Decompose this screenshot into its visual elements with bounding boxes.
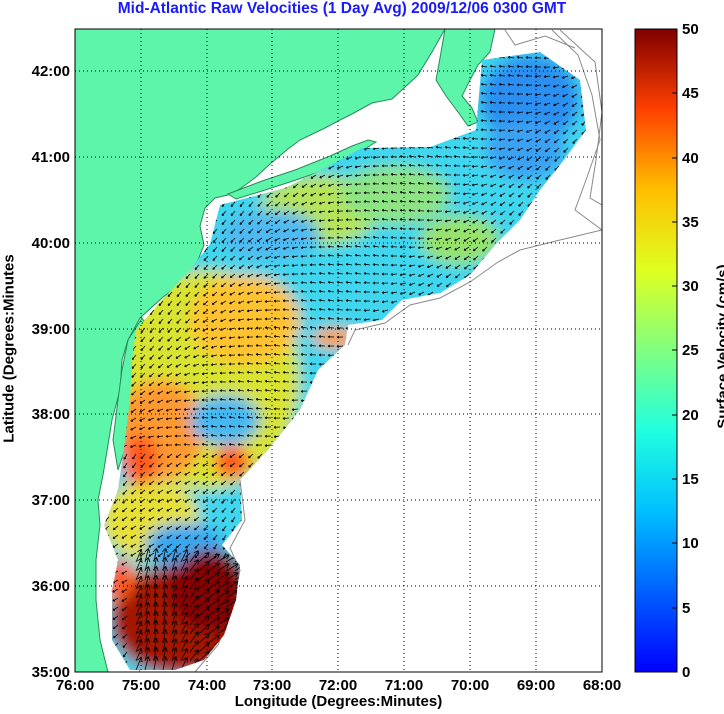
colorbar-tick-label: 25 [682, 342, 699, 359]
land-mainland [75, 29, 446, 672]
colorbar [634, 28, 678, 673]
x-tick-label: 74:00 [188, 677, 226, 694]
x-tick-label: 73:00 [253, 677, 291, 694]
y-tick-label: 40:00 [32, 235, 70, 252]
colorbar-ticks [672, 28, 677, 673]
y-tick-label: 41:00 [32, 149, 70, 166]
x-tick-label: 70:00 [451, 677, 489, 694]
colorbar-tick-label: 20 [682, 407, 699, 424]
y-tick-label: 35:00 [32, 664, 70, 681]
y-tick-label: 36:00 [32, 578, 70, 595]
colorbar-tick-labels: 0 5 10 15 20 25 30 35 40 45 50 [682, 21, 699, 681]
x-tick-label: 76:00 [56, 677, 94, 694]
plot-frame [74, 28, 603, 673]
y-tick-labels: 35:00 36:00 37:00 38:00 39:00 40:00 41:0… [32, 63, 70, 681]
y-tick-label: 42:00 [32, 63, 70, 80]
x-tick-labels: 76:00 75:00 74:00 73:00 72:00 71:00 70:0… [56, 677, 621, 694]
x-tick-label: 72:00 [319, 677, 357, 694]
x-tick-label: 68:00 [583, 677, 621, 694]
x-tick-label: 75:00 [122, 677, 160, 694]
x-axis-label: Longitude (Degrees:Minutes) [234, 693, 443, 710]
land-cape-cod [435, 29, 496, 127]
colorbar-tick-label: 45 [682, 85, 699, 102]
colorbar-tick-label: 50 [682, 21, 699, 38]
colorbar-tick-label: 35 [682, 214, 699, 231]
y-tick-label: 38:00 [32, 406, 70, 423]
x-tick-label: 71:00 [385, 677, 423, 694]
y-tick-label: 39:00 [32, 321, 70, 338]
colorbar-tick-label: 10 [682, 535, 699, 552]
colorbar-tick-label: 0 [682, 664, 690, 681]
colorbar-tick-label: 15 [682, 471, 699, 488]
map-title: Mid-Atlantic Raw Velocities (1 Day Avg) … [117, 0, 567, 17]
colorbar-tick-label: 40 [682, 150, 699, 167]
colorbar-tick-label: 30 [682, 278, 699, 295]
y-tick-label: 37:00 [32, 492, 70, 509]
land-long-island [226, 139, 378, 200]
colorbar-tick-label: 5 [682, 600, 690, 617]
x-tick-label: 69:00 [517, 677, 555, 694]
